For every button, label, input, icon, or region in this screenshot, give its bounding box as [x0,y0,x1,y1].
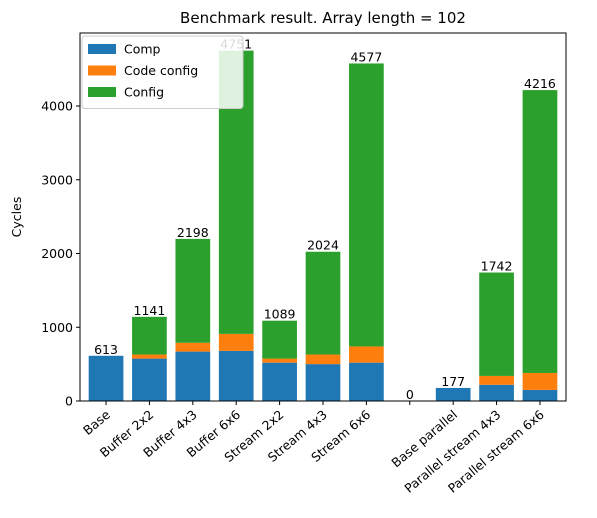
bar-code-config-1 [132,354,167,359]
bar-config-6 [349,63,384,347]
y-tick-label-3: 3000 [41,172,73,187]
bar-comp-0 [88,355,124,401]
total-label-9: 1742 [481,259,513,274]
y-tick-label-4: 4000 [41,99,73,114]
legend-label-config: Config [124,85,164,100]
legend-swatch-comp [88,44,116,54]
bar-code-config-5 [305,354,341,365]
bar-comp-4 [262,362,297,401]
bar-config-1 [132,316,167,355]
y-tick-label-0: 0 [65,394,73,409]
total-label-8: 177 [441,374,465,389]
y-tick-label-1: 1000 [41,320,73,335]
chart-title: Benchmark result. Array length = 102 [180,9,466,27]
total-label-4: 1089 [264,307,296,322]
bar-comp-3 [218,350,254,401]
bar-comp-10 [522,389,558,401]
y-axis-title: Cycles [9,197,24,238]
bar-config-4 [262,320,297,359]
bar-code-config-4 [262,358,297,363]
bar-config-5 [305,251,341,355]
total-label-6: 4577 [350,49,382,64]
total-label-10: 4216 [524,76,556,91]
legend-label-comp: Comp [124,42,161,57]
y-axis: 0 1000 2000 3000 4000 [41,99,80,409]
legend-label-code-config: Code config [124,63,198,78]
bar-config-9 [479,272,514,376]
bar-comp-2 [175,351,211,401]
legend-swatch-code-config [88,65,116,76]
total-label-2: 2198 [177,225,209,240]
total-label-5: 2024 [307,238,339,253]
bar-comp-6 [349,362,384,401]
plot-frame [79,32,567,402]
bar-comp-1 [132,358,167,401]
bar-code-config-3 [218,333,254,351]
bar-config-2 [175,238,211,343]
bar-code-config-6 [349,346,384,363]
legend-box [81,35,244,109]
bar-comp-8 [435,387,471,401]
bar-comp-9 [479,384,514,401]
bar-config-10 [522,90,558,373]
x-tick-label-0: Base [80,407,113,438]
bar-code-config-2 [175,342,211,352]
legend: Comp Code config Config [81,35,244,109]
total-label-0: 613 [94,342,118,357]
bar-code-config-9 [479,375,514,385]
bars-group [88,50,558,401]
total-label-7: 0 [406,387,414,402]
bar-code-config-10 [522,372,558,390]
total-label-1: 1141 [134,303,166,318]
legend-swatch-config [88,87,116,97]
bar-comp-5 [305,364,341,401]
y-tick-label-2: 2000 [41,246,73,261]
